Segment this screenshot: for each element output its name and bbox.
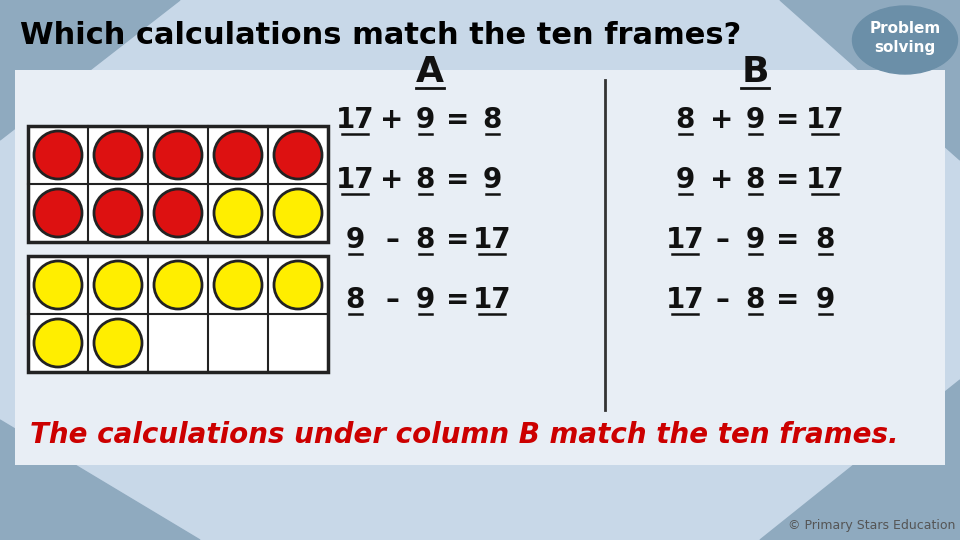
Text: 9: 9 bbox=[482, 166, 502, 194]
Text: =: = bbox=[777, 106, 800, 134]
Text: =: = bbox=[777, 286, 800, 314]
Text: –: – bbox=[715, 286, 729, 314]
Text: =: = bbox=[777, 166, 800, 194]
Circle shape bbox=[34, 319, 82, 367]
Text: 8: 8 bbox=[815, 226, 834, 254]
Text: +: + bbox=[710, 106, 733, 134]
Text: 8: 8 bbox=[675, 106, 695, 134]
Circle shape bbox=[214, 131, 262, 179]
Text: 9: 9 bbox=[416, 106, 435, 134]
Text: 8: 8 bbox=[482, 106, 502, 134]
Text: =: = bbox=[446, 226, 469, 254]
Text: 9: 9 bbox=[416, 286, 435, 314]
Text: 17: 17 bbox=[472, 286, 512, 314]
Circle shape bbox=[34, 261, 82, 309]
Circle shape bbox=[154, 261, 202, 309]
Text: =: = bbox=[446, 166, 469, 194]
Text: 17: 17 bbox=[665, 286, 705, 314]
Text: +: + bbox=[380, 106, 404, 134]
Text: 17: 17 bbox=[336, 166, 374, 194]
Text: Which calculations match the ten frames?: Which calculations match the ten frames? bbox=[20, 21, 741, 50]
Text: 8: 8 bbox=[416, 226, 435, 254]
Circle shape bbox=[34, 131, 82, 179]
Text: +: + bbox=[380, 166, 404, 194]
Text: 17: 17 bbox=[665, 226, 705, 254]
Text: –: – bbox=[385, 226, 399, 254]
Text: 8: 8 bbox=[416, 166, 435, 194]
FancyBboxPatch shape bbox=[15, 70, 945, 465]
Text: Problem
solving: Problem solving bbox=[870, 21, 941, 56]
Ellipse shape bbox=[852, 6, 957, 74]
Polygon shape bbox=[780, 0, 960, 160]
FancyBboxPatch shape bbox=[28, 126, 328, 242]
Text: 9: 9 bbox=[745, 106, 764, 134]
FancyBboxPatch shape bbox=[28, 256, 328, 372]
Circle shape bbox=[154, 131, 202, 179]
Text: –: – bbox=[385, 286, 399, 314]
Text: 9: 9 bbox=[346, 226, 365, 254]
Text: 8: 8 bbox=[745, 286, 765, 314]
Text: 9: 9 bbox=[815, 286, 834, 314]
Circle shape bbox=[214, 189, 262, 237]
Polygon shape bbox=[0, 0, 180, 140]
Text: B: B bbox=[741, 55, 769, 89]
Polygon shape bbox=[760, 380, 960, 540]
Text: 17: 17 bbox=[472, 226, 512, 254]
Text: 17: 17 bbox=[336, 106, 374, 134]
Text: +: + bbox=[710, 166, 733, 194]
Text: © Primary Stars Education: © Primary Stars Education bbox=[787, 519, 955, 532]
Circle shape bbox=[94, 319, 142, 367]
Text: =: = bbox=[446, 286, 469, 314]
Circle shape bbox=[274, 131, 322, 179]
Text: =: = bbox=[446, 106, 469, 134]
Text: A: A bbox=[416, 55, 444, 89]
Circle shape bbox=[94, 261, 142, 309]
Text: 17: 17 bbox=[805, 106, 844, 134]
Text: 17: 17 bbox=[805, 166, 844, 194]
Circle shape bbox=[274, 189, 322, 237]
Circle shape bbox=[214, 261, 262, 309]
Text: The calculations under column B match the ten frames.: The calculations under column B match th… bbox=[30, 421, 899, 449]
Text: 8: 8 bbox=[745, 166, 765, 194]
Text: =: = bbox=[777, 226, 800, 254]
Circle shape bbox=[94, 131, 142, 179]
Text: 8: 8 bbox=[346, 286, 365, 314]
Circle shape bbox=[34, 189, 82, 237]
Polygon shape bbox=[0, 420, 200, 540]
Text: –: – bbox=[715, 226, 729, 254]
Circle shape bbox=[154, 189, 202, 237]
Text: 9: 9 bbox=[745, 226, 764, 254]
Text: 9: 9 bbox=[676, 166, 695, 194]
Circle shape bbox=[274, 261, 322, 309]
Circle shape bbox=[94, 189, 142, 237]
